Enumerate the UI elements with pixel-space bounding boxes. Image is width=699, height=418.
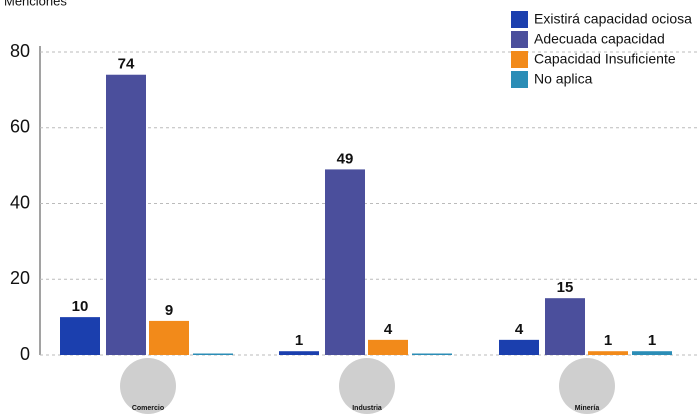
data-label: 4 [515,321,524,338]
x-tick-label: Comercio [132,405,164,412]
legend-label: Adecuada capacidad [534,31,665,47]
bar [632,351,672,355]
data-label: 49 [337,150,354,167]
bar [499,339,539,355]
bar [368,339,408,355]
data-label: 4 [384,321,393,338]
data-label: 15 [557,279,574,296]
data-label: 10 [72,298,89,315]
bar [325,169,365,355]
bar [60,317,100,355]
legend-label: No aplica [534,71,593,87]
legend-label: Capacidad Insuficiente [534,51,676,67]
bar [106,74,146,355]
data-label: 1 [648,332,656,349]
y-axis-label: Menciones [4,0,67,8]
bar [412,353,452,355]
y-tick-label: 60 [10,117,30,137]
category-icon [339,358,395,414]
legend-label: Existirá capacidad ociosa [534,11,692,27]
y-tick-label: 40 [10,192,30,212]
y-tick-label: 20 [10,268,30,288]
legend-swatch [511,31,528,48]
x-tick-label: Minería [575,405,600,412]
legend-swatch [511,71,528,88]
data-label: 74 [118,56,135,73]
bar [279,351,319,355]
category-icon [559,358,615,414]
data-label: 1 [604,332,612,349]
category-icon [120,358,176,414]
y-tick-label: 0 [20,344,30,364]
y-tick-label: 80 [10,41,30,61]
legend-swatch [511,51,528,68]
bar [149,320,189,355]
bar [193,353,233,355]
bar [545,298,585,355]
bar [588,351,628,355]
data-label: 9 [165,302,173,319]
legend-swatch [511,11,528,28]
x-tick-label: Industria [352,405,382,412]
data-label: 1 [295,332,303,349]
